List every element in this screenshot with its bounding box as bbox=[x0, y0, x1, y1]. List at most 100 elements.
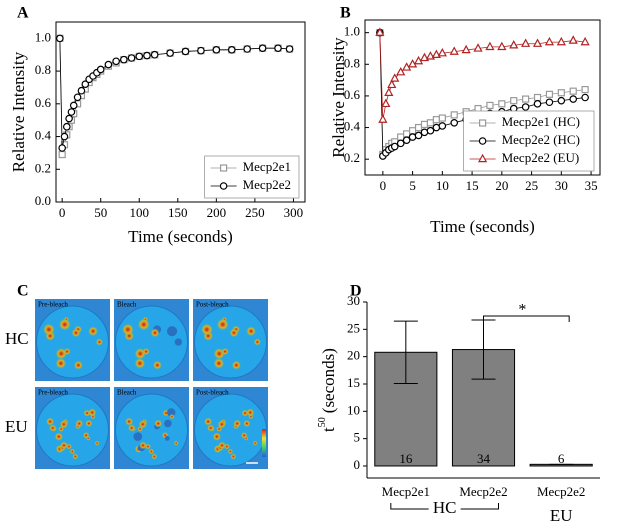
n-label: 6 bbox=[558, 451, 565, 466]
marker bbox=[104, 60, 113, 69]
marker bbox=[414, 123, 423, 132]
marker bbox=[120, 55, 128, 64]
legend-marker bbox=[477, 153, 488, 163]
marker bbox=[432, 116, 440, 124]
marker bbox=[569, 95, 578, 103]
marker bbox=[58, 144, 66, 152]
marker bbox=[473, 43, 483, 52]
x-tick-label: 25 bbox=[525, 178, 538, 193]
marker bbox=[580, 36, 590, 46]
marker bbox=[533, 100, 542, 108]
spot bbox=[203, 417, 213, 426]
legend-box bbox=[204, 155, 300, 199]
spot bbox=[124, 417, 134, 426]
marker bbox=[381, 98, 391, 108]
spot bbox=[216, 318, 229, 331]
legend-marker bbox=[219, 182, 228, 190]
legend-label: Mecp2e2 bbox=[243, 177, 291, 192]
spot bbox=[174, 338, 183, 346]
marker bbox=[135, 52, 144, 61]
marker bbox=[69, 101, 78, 110]
y-tick-label: 30 bbox=[347, 293, 360, 308]
marker bbox=[258, 44, 267, 52]
marker bbox=[438, 114, 446, 122]
spot bbox=[212, 432, 222, 441]
marker bbox=[568, 35, 578, 44]
x-tick-label: Mecp2e2 bbox=[537, 484, 585, 499]
spot bbox=[213, 357, 225, 369]
marker bbox=[581, 93, 589, 102]
spot bbox=[54, 432, 64, 441]
spot bbox=[90, 413, 96, 420]
x-tick-label: 15 bbox=[466, 178, 479, 193]
marker bbox=[81, 80, 90, 88]
marker bbox=[402, 136, 411, 145]
spot bbox=[85, 419, 93, 428]
image-caption: Post-bleach bbox=[196, 301, 229, 309]
panel-label: B bbox=[340, 5, 351, 22]
x-tick-label: 200 bbox=[207, 205, 227, 220]
spot bbox=[252, 440, 258, 446]
marker bbox=[112, 57, 120, 66]
spot bbox=[148, 448, 155, 455]
marker bbox=[181, 47, 190, 56]
marker bbox=[285, 45, 294, 53]
spot bbox=[63, 347, 71, 356]
marker bbox=[556, 36, 566, 46]
marker bbox=[67, 108, 76, 116]
marker bbox=[426, 126, 435, 135]
y-tick-label: 15 bbox=[347, 375, 360, 390]
spot bbox=[137, 318, 150, 331]
spot bbox=[248, 413, 254, 420]
marker bbox=[532, 38, 543, 47]
spot bbox=[154, 419, 163, 428]
marker bbox=[581, 85, 589, 94]
marker bbox=[73, 93, 82, 102]
marker bbox=[384, 87, 394, 96]
marker bbox=[65, 114, 73, 123]
marker bbox=[378, 114, 388, 123]
y-axis-label: Relative Intensity bbox=[329, 37, 348, 158]
nucleus bbox=[36, 305, 109, 379]
image-caption: Bleach bbox=[117, 389, 137, 397]
image-caption: Pre-bleach bbox=[38, 301, 68, 309]
y-tick-label: 25 bbox=[347, 320, 360, 335]
marker bbox=[143, 51, 151, 60]
spot bbox=[231, 360, 241, 370]
spot bbox=[88, 326, 99, 337]
x-tick-label: 150 bbox=[168, 205, 188, 220]
x-tick-label: 10 bbox=[436, 178, 449, 193]
spot bbox=[243, 419, 251, 428]
spot bbox=[246, 326, 257, 337]
marker bbox=[166, 49, 174, 57]
image-caption: Post-bleach bbox=[196, 389, 229, 397]
nucleus bbox=[115, 305, 188, 379]
error-bar bbox=[393, 320, 418, 384]
spot bbox=[227, 448, 234, 455]
spot bbox=[164, 419, 172, 428]
marker bbox=[437, 47, 447, 57]
group-label: EU bbox=[550, 506, 573, 525]
spot bbox=[217, 419, 227, 429]
spot bbox=[221, 347, 229, 356]
spot bbox=[75, 419, 84, 428]
spot bbox=[121, 323, 134, 336]
spot bbox=[230, 453, 237, 460]
spot bbox=[229, 328, 239, 338]
spot bbox=[69, 448, 76, 455]
marker bbox=[449, 46, 459, 55]
marker bbox=[545, 90, 554, 98]
legend-label: Mecp2e1 (HC) bbox=[502, 114, 580, 129]
y-tick-label: 1.0 bbox=[35, 29, 51, 44]
spot bbox=[127, 424, 136, 432]
n-label: 34 bbox=[477, 451, 491, 466]
row-label: HC bbox=[5, 329, 29, 348]
marker bbox=[390, 142, 399, 151]
marker bbox=[521, 103, 530, 111]
marker bbox=[420, 120, 429, 128]
x-tick-label: 30 bbox=[555, 178, 568, 193]
legend-label: Mecp2e1 bbox=[243, 159, 291, 174]
marker bbox=[450, 119, 459, 127]
plot-frame bbox=[364, 19, 601, 176]
